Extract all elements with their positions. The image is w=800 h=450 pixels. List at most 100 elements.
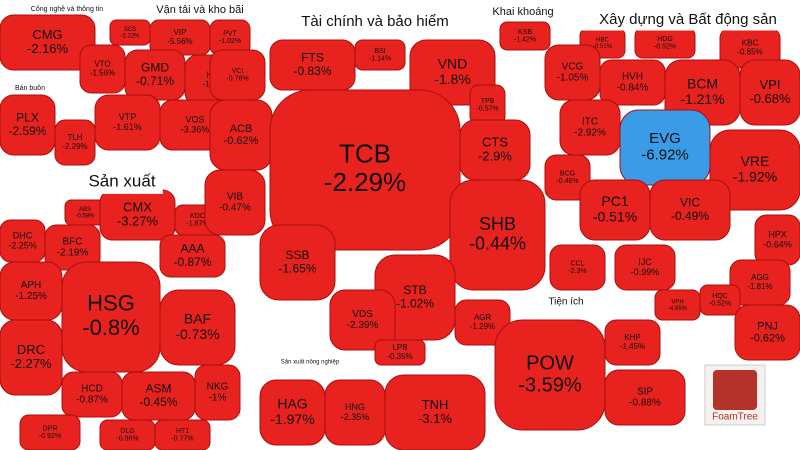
cell: [19, 414, 81, 450]
cell-label: CTS: [482, 134, 508, 149]
cell: [154, 419, 211, 450]
cell-value: -0.85%: [737, 48, 762, 57]
cell: [0, 94, 56, 156]
cell-label: HPX: [768, 229, 787, 239]
logo-text: FoamTree: [712, 412, 758, 423]
cell-label: CMG: [32, 27, 62, 42]
cell: [739, 59, 800, 126]
cell-label: VRE: [741, 153, 770, 169]
cell-label: BAF: [184, 311, 211, 327]
cell-label: TNH: [422, 397, 449, 412]
group-title: Công nghệ và thông tin: [31, 6, 103, 13]
group-title-bg: [13, 83, 47, 93]
cell-label: VOS: [185, 114, 204, 124]
cell-value: -2.29%: [324, 167, 406, 197]
cell-label: HDG: [657, 36, 673, 43]
cell-label: PNJ: [757, 320, 778, 332]
cell: [194, 364, 241, 421]
cell-label: ASM: [145, 382, 171, 396]
cell-label: AAA: [180, 242, 204, 256]
cell-label: APH: [21, 280, 42, 291]
cell-value: -2.92%: [574, 128, 606, 139]
cell-value: -2.29%: [62, 142, 87, 151]
cell-value: -0.46%: [556, 178, 578, 185]
cell-label: VDS: [352, 309, 373, 320]
cell-label: VIP: [174, 28, 187, 37]
cell: [204, 169, 266, 236]
cell-label: CMX: [123, 199, 152, 214]
cell-value: -2.39%: [347, 320, 379, 331]
cell-value: -0.51%: [593, 44, 613, 50]
cell-label: FTS: [301, 51, 324, 65]
cell-label: VND: [438, 56, 468, 72]
cell-label: HAG: [277, 396, 307, 412]
cell-label: CCL: [570, 260, 584, 267]
cell-value: -0.47%: [219, 203, 251, 214]
logo-mark: [713, 370, 757, 410]
cell-label: SSB: [285, 248, 309, 262]
cell-value: -2.19%: [57, 248, 89, 259]
cell-value: -1.92%: [733, 168, 777, 184]
group-title-bg: [580, 9, 796, 31]
cell-value: -0.88%: [629, 398, 661, 409]
cell-value: -0.64%: [763, 239, 792, 249]
cell-label: HSG: [87, 291, 135, 316]
cell-label: LPB: [392, 343, 407, 352]
cell-label: VPI: [760, 77, 781, 92]
cell-value: -1.97%: [270, 411, 314, 427]
cell-label: SCS: [124, 27, 136, 33]
cell: [449, 179, 546, 291]
cell-value: -1.81%: [747, 282, 772, 291]
cell-value: -0.99%: [631, 267, 660, 277]
cell: [654, 289, 701, 321]
cell-label: HT1: [176, 428, 189, 435]
cell-value: -0.96%: [116, 436, 138, 443]
cell-label: VCI: [232, 68, 244, 75]
cell-value: -6.92%: [641, 147, 689, 164]
cell-label: POW: [526, 352, 574, 374]
cell-value: -0.87%: [173, 255, 211, 269]
cell: [329, 289, 396, 351]
cell-value: -0.68%: [749, 91, 791, 106]
group-title-bg: [140, 2, 260, 18]
group-title: Tài chính và bảo hiểm: [301, 13, 449, 30]
cell: [384, 374, 486, 450]
cell-label: HQC: [712, 293, 728, 300]
cell: [494, 319, 606, 431]
cell-value: -0.71%: [136, 74, 174, 88]
cell-value: -3.1%: [418, 411, 452, 426]
cell: [354, 39, 406, 71]
cell-label: IJC: [638, 257, 652, 267]
cell-value: -2.35%: [341, 412, 370, 422]
cell-value: -0.83%: [293, 64, 331, 78]
cell-label: NKG: [207, 382, 229, 393]
cell-label: TPB: [481, 98, 495, 105]
cell-value: -1.21%: [680, 91, 724, 107]
cell: [54, 119, 96, 166]
cell-value: -0.62%: [750, 332, 785, 344]
cell-label: TLH: [67, 133, 82, 142]
group-title: Tiện ích: [548, 297, 583, 308]
cell-label: VPH: [671, 299, 683, 305]
cell-label: KBC: [742, 39, 759, 48]
cell: [159, 234, 226, 278]
cell-value: -3.59%: [518, 374, 582, 396]
cell-label: AGG: [751, 273, 769, 282]
cell-value: -0.57%: [476, 106, 498, 113]
cell-value: -4.95%: [668, 306, 688, 312]
cell-value: -0.84%: [617, 83, 649, 94]
cell-value: -1.42%: [514, 37, 536, 44]
cell-label: TCB: [339, 139, 391, 169]
cell-label: VIC: [680, 196, 700, 210]
cell: [159, 289, 236, 366]
cell-value: -0.45%: [139, 395, 177, 409]
cell-label: EVG: [649, 130, 681, 147]
cell: [604, 369, 686, 426]
cell-label: PLX: [16, 111, 39, 125]
cell-value: -1.02%: [396, 296, 434, 310]
cell-value: -1.61%: [113, 122, 142, 132]
cell-value: -2.25%: [8, 240, 37, 250]
cell: [614, 244, 676, 291]
cell-value: -0.51%: [593, 208, 637, 224]
